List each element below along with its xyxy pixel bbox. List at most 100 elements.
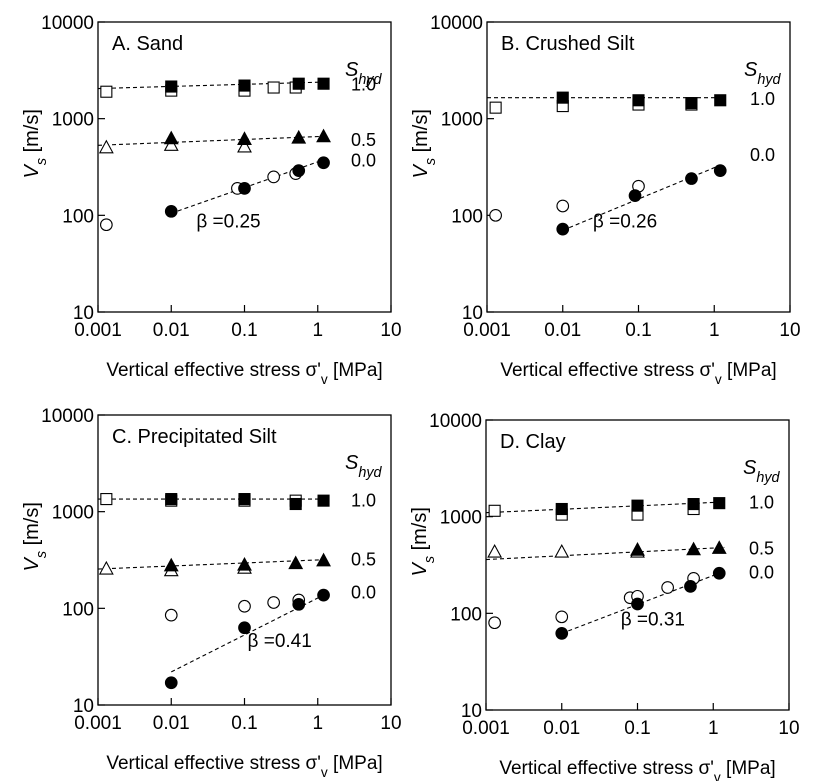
filled-circle-marker [238, 621, 251, 635]
y-axis-label: Vs [m/s] [21, 109, 50, 178]
open-square-marker [100, 493, 113, 506]
filled-triangle-marker [288, 555, 304, 570]
open-square-marker [100, 85, 113, 98]
series-1-0: 1.0 [485, 493, 774, 521]
y-tick-label: 1000 [440, 508, 482, 529]
series-label: 1.0 [351, 491, 376, 511]
beta-annotation: β =0.25 [196, 211, 260, 232]
filled-square-marker [714, 94, 727, 107]
open-circle-marker [489, 208, 502, 222]
series-0-5: 0.5 [485, 538, 774, 561]
filled-circle-marker [631, 597, 644, 611]
open-circle-marker [267, 596, 280, 609]
x-tick-label: 1 [708, 718, 719, 739]
x-tick-label: 0.1 [625, 320, 651, 341]
x-axis-label: Vertical effective stress σ'v [MPa] [106, 753, 382, 780]
filled-square-marker [555, 502, 568, 516]
open-circle-marker [99, 218, 113, 232]
fit-line [97, 135, 329, 146]
y-tick-label: 10 [73, 303, 94, 324]
x-tick-label: 0.01 [153, 320, 190, 341]
filled-triangle-marker [163, 130, 179, 145]
panel-title: C. Precipitated Silt [112, 426, 277, 448]
filled-triangle-marker [316, 552, 331, 567]
y-tick-label: 10000 [41, 13, 94, 34]
filled-square-marker [238, 79, 251, 92]
x-tick-label: 0.001 [462, 718, 510, 739]
x-tick-label: 1 [312, 320, 323, 341]
open-square-marker [488, 504, 501, 517]
filled-triangle-marker [163, 557, 179, 572]
series-label: 1.0 [750, 89, 775, 109]
legend-title: Shyd [345, 452, 383, 481]
series-0-0: 0.0 [164, 583, 376, 690]
filled-circle-marker [685, 172, 698, 185]
series-1-0: 1.0 [487, 89, 775, 114]
x-tick-label: 0.01 [543, 718, 580, 739]
series-0-0: 0.0 [488, 562, 774, 640]
x-tick-label: 0.001 [74, 320, 122, 341]
filled-circle-marker [555, 627, 569, 640]
open-triangle-marker [237, 138, 252, 153]
filled-circle-marker [317, 156, 330, 170]
series-label: 0.0 [351, 583, 376, 603]
series-0-5: 0.5 [97, 128, 376, 154]
panel-title: D. Clay [500, 431, 566, 453]
series-1-0: 1.0 [97, 75, 376, 98]
open-triangle-marker [98, 560, 114, 575]
series-label: 0.0 [351, 150, 376, 170]
series-label: 0.5 [351, 550, 376, 570]
filled-triangle-marker [711, 540, 727, 554]
x-axis-label: Vertical effective stress σ'v [MPa] [500, 360, 776, 387]
panel-c: 10 100 1000 10000 0.001 0.01 0.1 1 10 Vs [m/s] Ver… [21, 406, 402, 780]
x-tick-label: 1 [709, 320, 720, 341]
panel-b: 10 100 1000 10000 0.001 0.01 0.1 1 10 Vs [m/s] Ver… [410, 13, 801, 387]
filled-circle-marker [628, 189, 642, 202]
y-tick-label: 10 [462, 303, 483, 324]
y-tick-label: 1000 [441, 110, 483, 131]
y-tick-label: 10 [461, 701, 482, 722]
filled-circle-marker [292, 597, 306, 611]
open-triangle-marker [98, 139, 114, 154]
filled-triangle-marker [316, 128, 331, 143]
filled-square-marker [685, 97, 698, 110]
legend-title: Shyd [743, 457, 781, 486]
y-tick-label: 100 [450, 604, 482, 625]
series-0-0: 0.0 [99, 150, 376, 232]
panel-title: A. Sand [112, 33, 183, 55]
open-circle-marker [488, 616, 501, 630]
filled-circle-marker [556, 222, 570, 236]
y-axis-label: Vs [m/s] [410, 109, 439, 178]
filled-square-marker [687, 498, 700, 511]
legend-title: Shyd [744, 59, 782, 88]
filled-triangle-marker [237, 131, 252, 145]
series-0-0: 0.0 [489, 145, 775, 236]
filled-triangle-marker [237, 556, 252, 571]
y-tick-label: 100 [62, 599, 94, 620]
filled-square-marker [165, 80, 178, 93]
y-axis-label: Vs [m/s] [21, 502, 50, 571]
filled-triangle-marker [686, 541, 702, 556]
open-circle-marker [555, 610, 569, 624]
y-tick-label: 10000 [429, 411, 482, 432]
filled-square-marker [317, 494, 330, 507]
filled-circle-marker [238, 182, 251, 195]
fit-line [97, 558, 329, 570]
x-axis-label: Vertical effective stress σ'v [MPa] [106, 360, 382, 387]
x-tick-label: 0.01 [544, 320, 581, 341]
open-circle-marker [238, 599, 251, 613]
x-tick-label: 0.001 [463, 320, 511, 341]
filled-circle-marker [713, 164, 727, 177]
open-square-marker [267, 81, 280, 94]
filled-square-marker [556, 91, 569, 104]
panel-a: 10 100 1000 10000 0.001 0.01 0.1 1 10 Vs [m/s] Ver… [21, 13, 402, 387]
y-axis-label: Vs [m/s] [409, 507, 438, 576]
filled-square-marker [165, 493, 178, 506]
x-tick-label: 10 [380, 320, 401, 341]
series-label: 0.0 [750, 145, 775, 165]
open-circle-marker [267, 170, 280, 184]
open-circle-marker [661, 581, 674, 594]
filled-circle-marker [292, 164, 306, 177]
x-tick-label: 10 [779, 320, 800, 341]
series-label: 0.5 [749, 538, 774, 558]
